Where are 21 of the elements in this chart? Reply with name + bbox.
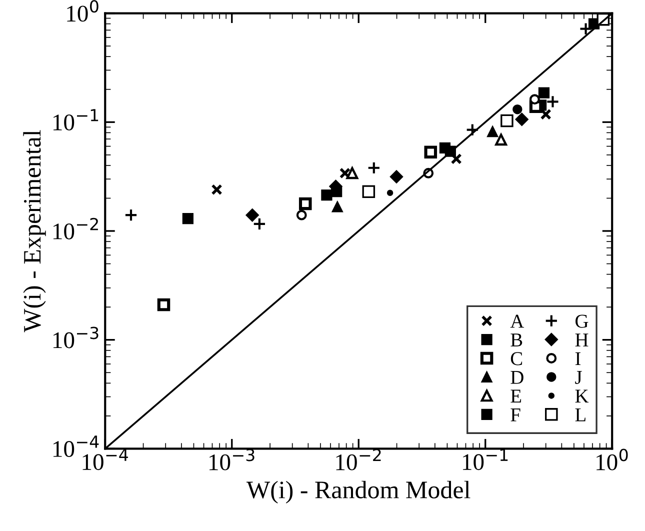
legend-label: F <box>510 408 520 422</box>
legend-label: G <box>576 314 588 328</box>
y-axis-title: W(i) - Experimental <box>23 130 46 332</box>
x-tick-label: 10$^{−3}$ <box>210 448 254 470</box>
y-tick-label: 10$^{0}$ <box>67 0 98 22</box>
y-tick-label: 10$^{−2}$ <box>53 218 98 240</box>
legend-label: J <box>575 371 582 384</box>
legend-label: B <box>510 334 522 346</box>
legend-label: D <box>510 371 524 384</box>
legend-label: L <box>575 408 586 422</box>
x-tick-label: 10$^{0}$ <box>596 448 628 470</box>
legend-label: I <box>575 352 581 366</box>
legend-label: C <box>510 352 522 366</box>
x-axis-title: W(i) - Random Model <box>246 480 470 504</box>
x-tick-label: 10$^{−2}$ <box>336 448 381 470</box>
legend-label: E <box>510 390 522 402</box>
legend-label: H <box>575 334 588 346</box>
y-tick-label: 10$^{−1}$ <box>53 109 98 130</box>
legend-label: A <box>510 314 524 328</box>
legend-label: K <box>575 390 589 402</box>
y-tick-label: 10$^{−3}$ <box>53 326 98 348</box>
